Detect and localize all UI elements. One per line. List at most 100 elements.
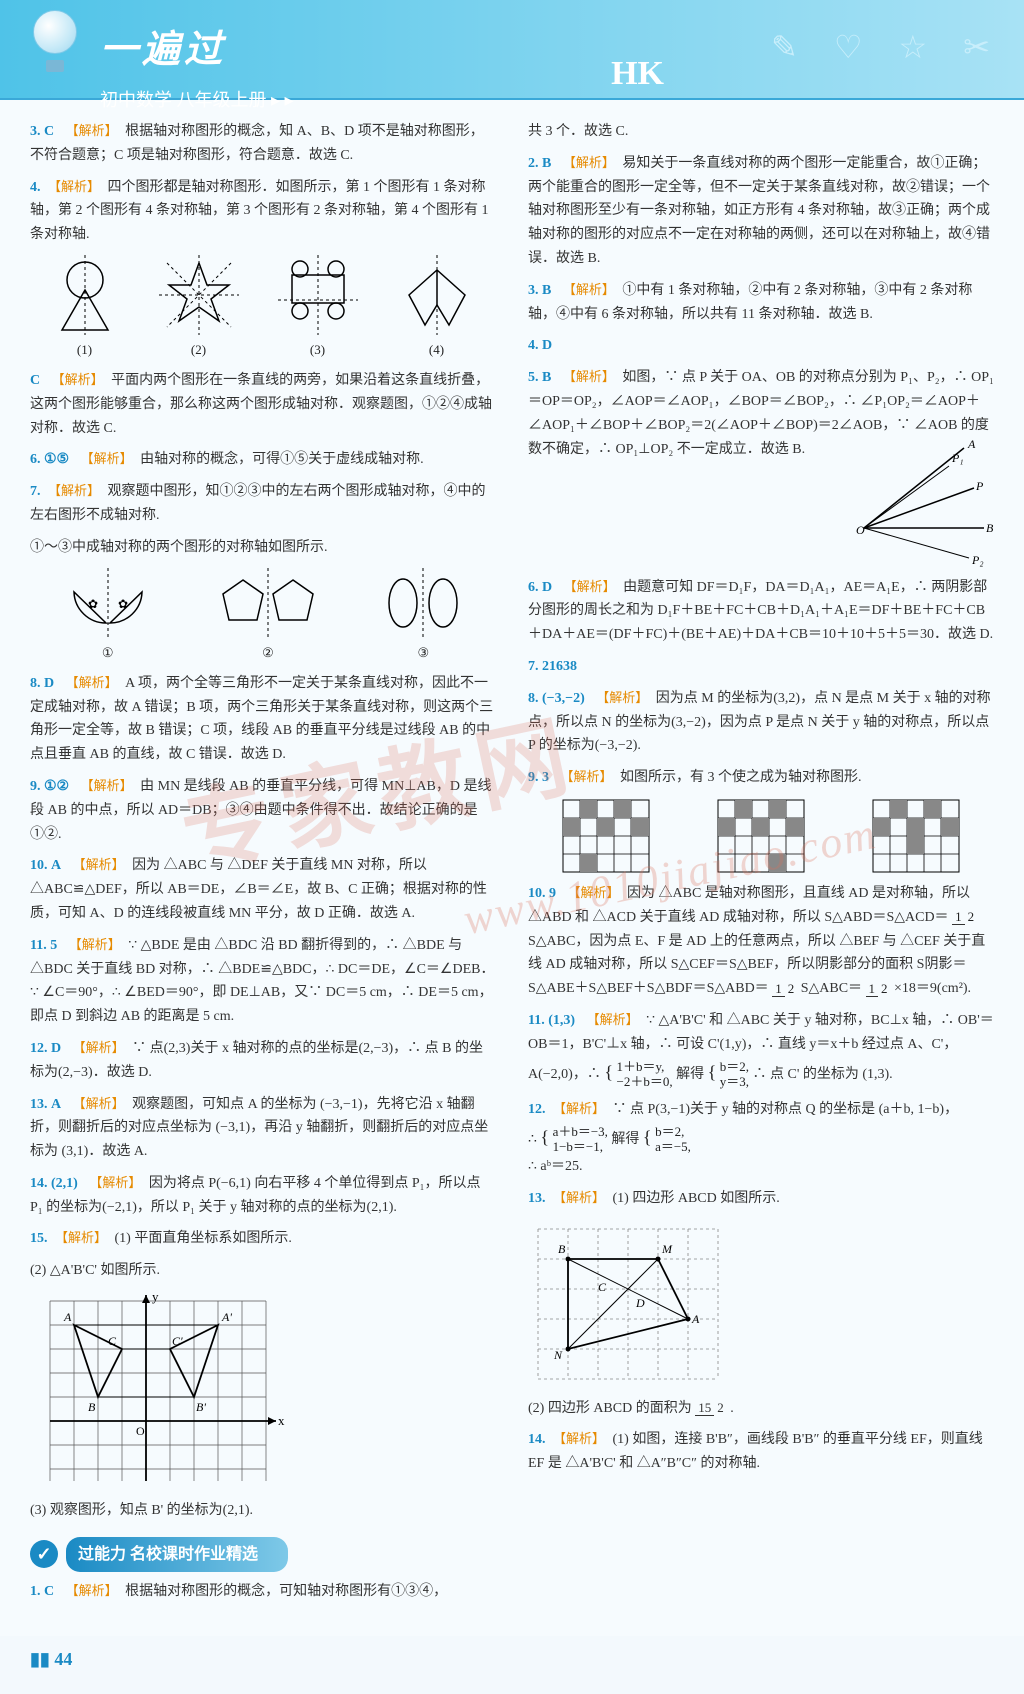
q-answer: D bbox=[51, 1041, 61, 1056]
svg-text:D: D bbox=[635, 1296, 645, 1310]
fraction: 12 bbox=[866, 982, 891, 996]
fraction: 12 bbox=[952, 910, 977, 924]
shape-circle-triangle-icon bbox=[50, 255, 120, 335]
q-answer: 21638 bbox=[542, 659, 577, 674]
q15: 15. 【解析】 (1) 平面直角坐标系如图所示. bbox=[30, 1227, 496, 1251]
q-text-a: ∵ 点 P(3,−1)关于 y 轴的对称点 Q 的坐标是 (a＋b, 1−b)， bbox=[613, 1102, 959, 1117]
sys-eq: y＝3, bbox=[720, 1074, 749, 1089]
fig-row-q7: ✿ ✿ ① ② bbox=[30, 568, 496, 664]
q-number: 13. bbox=[528, 1191, 546, 1206]
analysis-tag: 【解析】 bbox=[52, 372, 104, 387]
fig-1: (1) bbox=[50, 255, 120, 361]
q-text-mid: 解得 bbox=[676, 1067, 704, 1082]
q8: 8. D 【解析】 A 项，两个全等三角形不一定关于某条直线对称，因此不一定成轴… bbox=[30, 672, 496, 767]
fig-label: (2) bbox=[159, 339, 239, 361]
sys-eq: 1−b＝−1, bbox=[553, 1139, 603, 1154]
svg-text:✿: ✿ bbox=[118, 597, 128, 611]
q-number: 2. bbox=[528, 156, 539, 171]
check-icon: ✓ bbox=[30, 1540, 58, 1568]
q-number: 8. bbox=[30, 676, 41, 691]
q-number: 14. bbox=[30, 1176, 48, 1191]
section-header: ✓ 过能力 名校课时作业精选 bbox=[30, 1537, 496, 1572]
q-answer: D bbox=[542, 580, 552, 595]
q13-p2a: (2) 四边形 ABCD 的面积为 bbox=[528, 1401, 692, 1416]
shape-ellipses-icon bbox=[378, 568, 468, 638]
q13-p2: (2) 四边形 ABCD 的面积为 152 . bbox=[528, 1397, 994, 1421]
analysis-tag: 【解析】 bbox=[69, 937, 121, 952]
analysis-tag: 【解析】 bbox=[587, 1012, 639, 1027]
svg-text:P: P bbox=[975, 479, 984, 493]
fraction: 152 bbox=[695, 1401, 727, 1415]
q13-p2b: . bbox=[730, 1401, 734, 1416]
analysis-tag: 【解析】 bbox=[563, 282, 615, 297]
rq2: 2. B 【解析】 易知关于一条直线对称的两个图形一定能重合，故①正确；两个能重… bbox=[528, 152, 994, 271]
analysis-tag: 【解析】 bbox=[66, 123, 118, 138]
svg-text:N: N bbox=[553, 1348, 563, 1362]
q-answer: (−3,−2) bbox=[542, 691, 585, 706]
balloon-icon bbox=[30, 10, 80, 80]
q-number: 4. bbox=[30, 180, 41, 195]
svg-text:y: y bbox=[152, 1291, 159, 1304]
analysis-tag: 【解析】 bbox=[66, 675, 118, 690]
rq6: 6. D 【解析】 由题意可知 DF＝D₁F，DA＝D₁A₁，AE＝A₁E，∴ … bbox=[528, 576, 994, 647]
rq4: 4. D bbox=[528, 334, 994, 358]
analysis-tag: 【解析】 bbox=[563, 155, 615, 170]
page-footer: ▮▮ 44 bbox=[0, 1636, 1024, 1694]
analysis-tag: 【解析】 bbox=[564, 579, 616, 594]
left-column: 3. C 【解析】 根据轴对称图形的概念，知 A、B、D 项不是轴对称图形，不符… bbox=[30, 120, 496, 1612]
analysis-tag: 【解析】 bbox=[553, 1190, 605, 1205]
q-text: 如图所示，有 3 个使之成为轴对称图形. bbox=[620, 770, 862, 785]
analysis-tag: 【解析】 bbox=[553, 1431, 605, 1446]
q-answer: (1,3) bbox=[548, 1013, 575, 1028]
rq11: 11. (1,3) 【解析】 ∵ △A'B'C' 和 △ABC 关于 y 轴对称… bbox=[528, 1009, 994, 1090]
svg-text:C: C bbox=[108, 1334, 117, 1348]
rq3: 3. B 【解析】 ①中有 1 条对称轴，②中有 2 条对称轴，③中有 2 条对… bbox=[528, 279, 994, 327]
q-number: 6. bbox=[30, 452, 41, 467]
q-text: 易知关于一条直线对称的两个图形一定能重合，故①正确；两个能重合的图形一定全等，但… bbox=[528, 156, 990, 266]
q14: 14. (2,1) 【解析】 因为将点 P(−6,1) 向右平移 4 个单位得到… bbox=[30, 1172, 496, 1220]
fig-row-rq9 bbox=[528, 798, 994, 874]
q15-p3: (3) 观察图形，知点 B' 的坐标为(2,1). bbox=[30, 1499, 496, 1523]
q-answer: C bbox=[44, 124, 54, 139]
sys-eq: b＝2, bbox=[655, 1124, 684, 1139]
angle-diagram-icon: O A B P P₁ P₂ bbox=[854, 438, 994, 568]
analysis-tag: 【解析】 bbox=[66, 1583, 118, 1598]
analysis-tag: 【解析】 bbox=[89, 1175, 141, 1190]
q13: 13. A 【解析】 观察题图，可知点 A 的坐标为 (−3,−1)，先将它沿 … bbox=[30, 1093, 496, 1164]
fig-3: ③ bbox=[378, 568, 468, 664]
rq7: 7. 21638 bbox=[528, 655, 994, 679]
analysis-tag: 【解析】 bbox=[81, 778, 133, 793]
q4: 4. 【解析】 四个图形都是轴对称图形．如图所示，第 1 个图形有 1 条对称轴… bbox=[30, 176, 496, 247]
q3: 3. C 【解析】 根据轴对称图形的概念，知 A、B、D 项不是轴对称图形，不符… bbox=[30, 120, 496, 168]
book-subtitle: 初中数学 八年级上册 ▸ ▸ bbox=[100, 85, 1004, 116]
q-answer: D bbox=[44, 676, 54, 691]
q-number: 9. bbox=[528, 770, 539, 785]
q-text: 根据轴对称图形的概念，可知轴对称图形有①③④， bbox=[125, 1584, 447, 1599]
q-answer: A bbox=[51, 1097, 61, 1112]
svg-text:C': C' bbox=[172, 1334, 183, 1348]
q-answer: 9 bbox=[549, 886, 556, 901]
svg-text:P₁: P₁ bbox=[951, 451, 964, 465]
rq5: 5. B 【解析】 如图，∵ 点 P 关于 OA、OB 的对称点分别为 P₁、P… bbox=[528, 366, 994, 567]
q-number: 5. bbox=[528, 370, 539, 385]
section-title: 过能力 名校课时作业精选 bbox=[66, 1537, 288, 1572]
svg-text:✿: ✿ bbox=[88, 597, 98, 611]
shape-pentagons-icon bbox=[213, 568, 323, 638]
fig-4: (4) bbox=[397, 255, 477, 361]
analysis-tag: 【解析】 bbox=[596, 690, 648, 705]
svg-text:O: O bbox=[136, 1424, 145, 1438]
q-number: 8. bbox=[528, 691, 539, 706]
fig-2: ② bbox=[213, 568, 323, 664]
fig-label: ① bbox=[58, 642, 158, 664]
rq13: 13. 【解析】 (1) 四边形 ABCD 如图所示. bbox=[528, 1187, 994, 1211]
q7: 7. 【解析】 观察题中图形，知①②③中的左右两个图形成轴对称，④中的左右图形不… bbox=[30, 480, 496, 528]
q12: 12. D 【解析】 ∵ 点(2,3)关于 x 轴对称的点的坐标是(2,−3)，… bbox=[30, 1037, 496, 1085]
rq9: 9. 3 【解析】 如图所示，有 3 个使之成为轴对称图形. bbox=[528, 766, 994, 790]
fig-label: (4) bbox=[397, 339, 477, 361]
q-answer: B bbox=[542, 370, 551, 385]
q-number: 12. bbox=[30, 1041, 48, 1056]
q-text-c: S△ABC＝ bbox=[801, 981, 862, 996]
q-number: 1. bbox=[30, 1584, 41, 1599]
coordinate-grid-figure: x y O A A' B B' C C' bbox=[30, 1291, 496, 1491]
svg-text:A: A bbox=[63, 1310, 72, 1324]
